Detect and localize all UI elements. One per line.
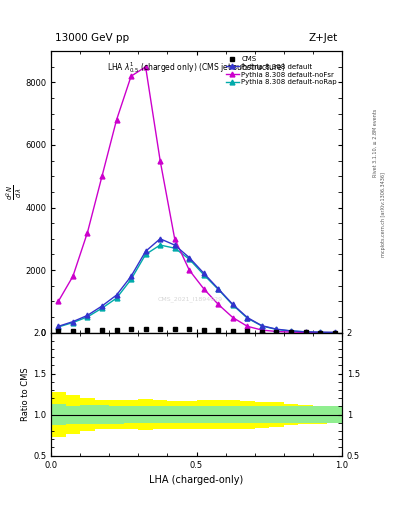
Pythia 8.308 default-noFsr	[158, 158, 163, 164]
Line: Pythia 8.308 default-noFsr: Pythia 8.308 default-noFsr	[56, 65, 337, 335]
CMS	[332, 330, 337, 336]
Pythia 8.308 default-noFsr	[85, 229, 90, 236]
Pythia 8.308 default	[216, 286, 221, 292]
Pythia 8.308 default	[85, 312, 90, 318]
CMS	[56, 328, 61, 334]
CMS	[216, 327, 221, 333]
Pythia 8.308 default-noRap	[56, 324, 61, 330]
Legend: CMS, Pythia 8.308 default, Pythia 8.308 default-noFsr, Pythia 8.308 default-noRa: CMS, Pythia 8.308 default, Pythia 8.308 …	[225, 55, 338, 87]
Pythia 8.308 default-noRap	[71, 319, 75, 326]
Pythia 8.308 default-noRap	[202, 272, 206, 278]
Pythia 8.308 default-noRap	[216, 286, 221, 292]
Pythia 8.308 default	[114, 292, 119, 298]
Pythia 8.308 default-noFsr	[56, 298, 61, 305]
Pythia 8.308 default	[56, 323, 61, 329]
CMS	[318, 330, 323, 336]
Pythia 8.308 default-noRap	[143, 251, 148, 258]
CMS	[158, 326, 163, 332]
Pythia 8.308 default	[100, 303, 105, 309]
Y-axis label: $\frac{1}{N}$
$\frac{d^{2}N}{d\,\lambda}$: $\frac{1}{N}$ $\frac{d^{2}N}{d\,\lambda}…	[0, 184, 24, 200]
Pythia 8.308 default-noRap	[231, 302, 235, 308]
Pythia 8.308 default-noFsr	[129, 73, 134, 79]
CMS	[231, 328, 235, 334]
Pythia 8.308 default	[187, 254, 192, 261]
Pythia 8.308 default	[129, 273, 134, 280]
CMS	[114, 327, 119, 333]
Pythia 8.308 default	[173, 242, 177, 248]
Pythia 8.308 default-noRap	[158, 242, 163, 248]
CMS	[143, 326, 148, 332]
Pythia 8.308 default-noRap	[129, 276, 134, 283]
Text: Rivet 3.1.10, ≥ 2.8M events: Rivet 3.1.10, ≥ 2.8M events	[373, 109, 378, 178]
Pythia 8.308 default-noRap	[245, 315, 250, 321]
CMS	[289, 329, 294, 335]
Pythia 8.308 default-noFsr	[318, 329, 323, 335]
Line: CMS: CMS	[56, 327, 337, 335]
Pythia 8.308 default-noFsr	[274, 328, 279, 334]
CMS	[202, 327, 206, 333]
Pythia 8.308 default	[231, 302, 235, 308]
Pythia 8.308 default	[260, 323, 264, 329]
Pythia 8.308 default-noFsr	[231, 314, 235, 321]
Pythia 8.308 default-noFsr	[187, 267, 192, 273]
Pythia 8.308 default-noFsr	[332, 330, 337, 336]
CMS	[187, 326, 192, 332]
CMS	[173, 326, 177, 332]
Pythia 8.308 default	[202, 270, 206, 276]
Pythia 8.308 default-noFsr	[202, 286, 206, 292]
X-axis label: LHA (charged-only): LHA (charged-only)	[149, 475, 244, 485]
Pythia 8.308 default	[332, 329, 337, 335]
Pythia 8.308 default	[289, 328, 294, 334]
CMS	[100, 327, 105, 333]
Text: CMS_2021_I1894029: CMS_2021_I1894029	[158, 296, 223, 302]
CMS	[303, 329, 308, 335]
Pythia 8.308 default-noRap	[303, 329, 308, 335]
Pythia 8.308 default-noFsr	[245, 323, 250, 329]
Line: Pythia 8.308 default-noRap: Pythia 8.308 default-noRap	[56, 243, 337, 335]
Pythia 8.308 default-noFsr	[303, 329, 308, 335]
Line: Pythia 8.308 default: Pythia 8.308 default	[56, 237, 337, 335]
Pythia 8.308 default-noRap	[260, 323, 264, 329]
Pythia 8.308 default-noRap	[173, 245, 177, 251]
Pythia 8.308 default-noRap	[332, 329, 337, 335]
CMS	[274, 329, 279, 335]
Text: 13000 GeV pp: 13000 GeV pp	[55, 33, 129, 44]
CMS	[260, 329, 264, 335]
Pythia 8.308 default	[71, 318, 75, 325]
Pythia 8.308 default	[245, 314, 250, 321]
Pythia 8.308 default-noRap	[114, 295, 119, 301]
Pythia 8.308 default-noRap	[187, 256, 192, 262]
Y-axis label: Ratio to CMS: Ratio to CMS	[21, 367, 30, 421]
Pythia 8.308 default-noFsr	[114, 117, 119, 123]
CMS	[245, 328, 250, 334]
Pythia 8.308 default-noFsr	[260, 327, 264, 333]
Pythia 8.308 default-noFsr	[143, 64, 148, 70]
Pythia 8.308 default-noFsr	[100, 173, 105, 179]
Pythia 8.308 default	[274, 326, 279, 332]
Pythia 8.308 default-noRap	[289, 328, 294, 334]
Text: LHA $\lambda^{1}_{0.5}$ (charged only) (CMS jet substructure): LHA $\lambda^{1}_{0.5}$ (charged only) (…	[107, 59, 286, 75]
CMS	[85, 327, 90, 333]
Pythia 8.308 default-noFsr	[289, 329, 294, 335]
Pythia 8.308 default-noRap	[318, 329, 323, 335]
CMS	[71, 328, 75, 334]
Pythia 8.308 default-noFsr	[216, 302, 221, 308]
Pythia 8.308 default	[143, 248, 148, 254]
Text: mcplots.cern.ch [arXiv:1306.3436]: mcplots.cern.ch [arXiv:1306.3436]	[381, 173, 386, 258]
CMS	[129, 326, 134, 332]
Pythia 8.308 default	[158, 236, 163, 242]
Pythia 8.308 default-noRap	[274, 326, 279, 332]
Pythia 8.308 default-noFsr	[173, 236, 177, 242]
Text: Z+Jet: Z+Jet	[309, 33, 338, 44]
Pythia 8.308 default	[303, 329, 308, 335]
Pythia 8.308 default	[318, 329, 323, 335]
Pythia 8.308 default-noRap	[85, 314, 90, 320]
Pythia 8.308 default-noFsr	[71, 273, 75, 280]
Pythia 8.308 default-noRap	[100, 305, 105, 311]
